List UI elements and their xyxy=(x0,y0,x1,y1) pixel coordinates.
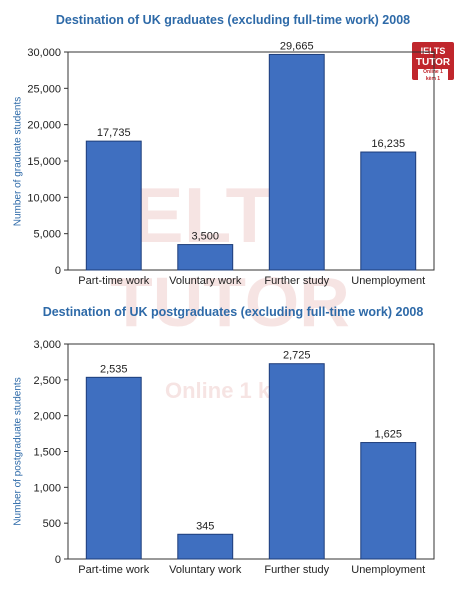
chart-2-title: Destination of UK postgraduates (excludi… xyxy=(42,305,424,319)
chart-1-bar xyxy=(360,151,417,271)
chart-2-bar xyxy=(85,376,142,560)
chart-2-ytick-label: 1,500 xyxy=(33,447,61,459)
chart-2-category-label: Voluntary work xyxy=(169,564,242,576)
chart-2-category-label: Unemployment xyxy=(351,564,425,576)
logo-line-2: TUTOR xyxy=(415,57,451,68)
chart-2-data-label: 2,535 xyxy=(100,363,128,375)
chart-2-ytick-label: 2,500 xyxy=(33,375,61,387)
chart-1-ytick-label: 10,000 xyxy=(27,192,61,204)
chart-1-ytick-label: 25,000 xyxy=(27,83,61,95)
chart-1-category-label: Voluntary work xyxy=(169,275,242,287)
chart-1-data-label: 29,665 xyxy=(280,40,314,52)
chart-2-data-label: 1,625 xyxy=(374,429,402,441)
logo-line-3: Online 1 kèm 1 xyxy=(418,69,448,83)
chart-2-category-label: Further study xyxy=(264,564,329,576)
chart-1-category-label: Unemployment xyxy=(351,275,425,287)
chart-1-ytick-label: 15,000 xyxy=(27,156,61,168)
chart-1-category-label: Part-time work xyxy=(78,275,149,287)
chart-2-ytick-label: 500 xyxy=(43,518,61,530)
logo-line-1: IELTS xyxy=(420,46,446,56)
chart-2-bar xyxy=(268,363,325,560)
chart-2-bar xyxy=(360,442,417,560)
chart-1-bar xyxy=(268,53,325,271)
chart-1-bar xyxy=(85,140,142,271)
chart-1-ytick-label: 20,000 xyxy=(27,120,61,132)
chart-1-category-label: Further study xyxy=(264,275,329,287)
chart-1-data-label: 3,500 xyxy=(191,231,219,243)
chart-1-data-label: 16,235 xyxy=(371,138,405,150)
chart-1-title: Destination of UK graduates (excluding f… xyxy=(55,13,411,27)
chart-1-data-label: 17,735 xyxy=(97,127,131,139)
chart-2-ytick-label: 0 xyxy=(55,554,61,566)
chart-1-bar xyxy=(177,244,234,271)
chart-2-bar xyxy=(177,533,234,560)
chart-2-data-label: 345 xyxy=(196,520,214,532)
chart-2-category-label: Part-time work xyxy=(78,564,149,576)
chart-2-ytick-label: 3,000 xyxy=(33,339,61,351)
chart-1-ytick-label: 5,000 xyxy=(33,229,61,241)
chart-2-data-label: 2,725 xyxy=(283,350,311,362)
chart-1-ytick-label: 0 xyxy=(55,265,61,277)
chart-2-ytick-label: 1,000 xyxy=(33,482,61,494)
ielts-tutor-logo: IELTS TUTOR Online 1 kèm 1 xyxy=(412,42,454,83)
chart-1-ytick-label: 30,000 xyxy=(27,47,61,59)
chart-2-ytick-label: 2,000 xyxy=(33,411,61,423)
watermark-tutor: TUTOR xyxy=(110,263,350,341)
